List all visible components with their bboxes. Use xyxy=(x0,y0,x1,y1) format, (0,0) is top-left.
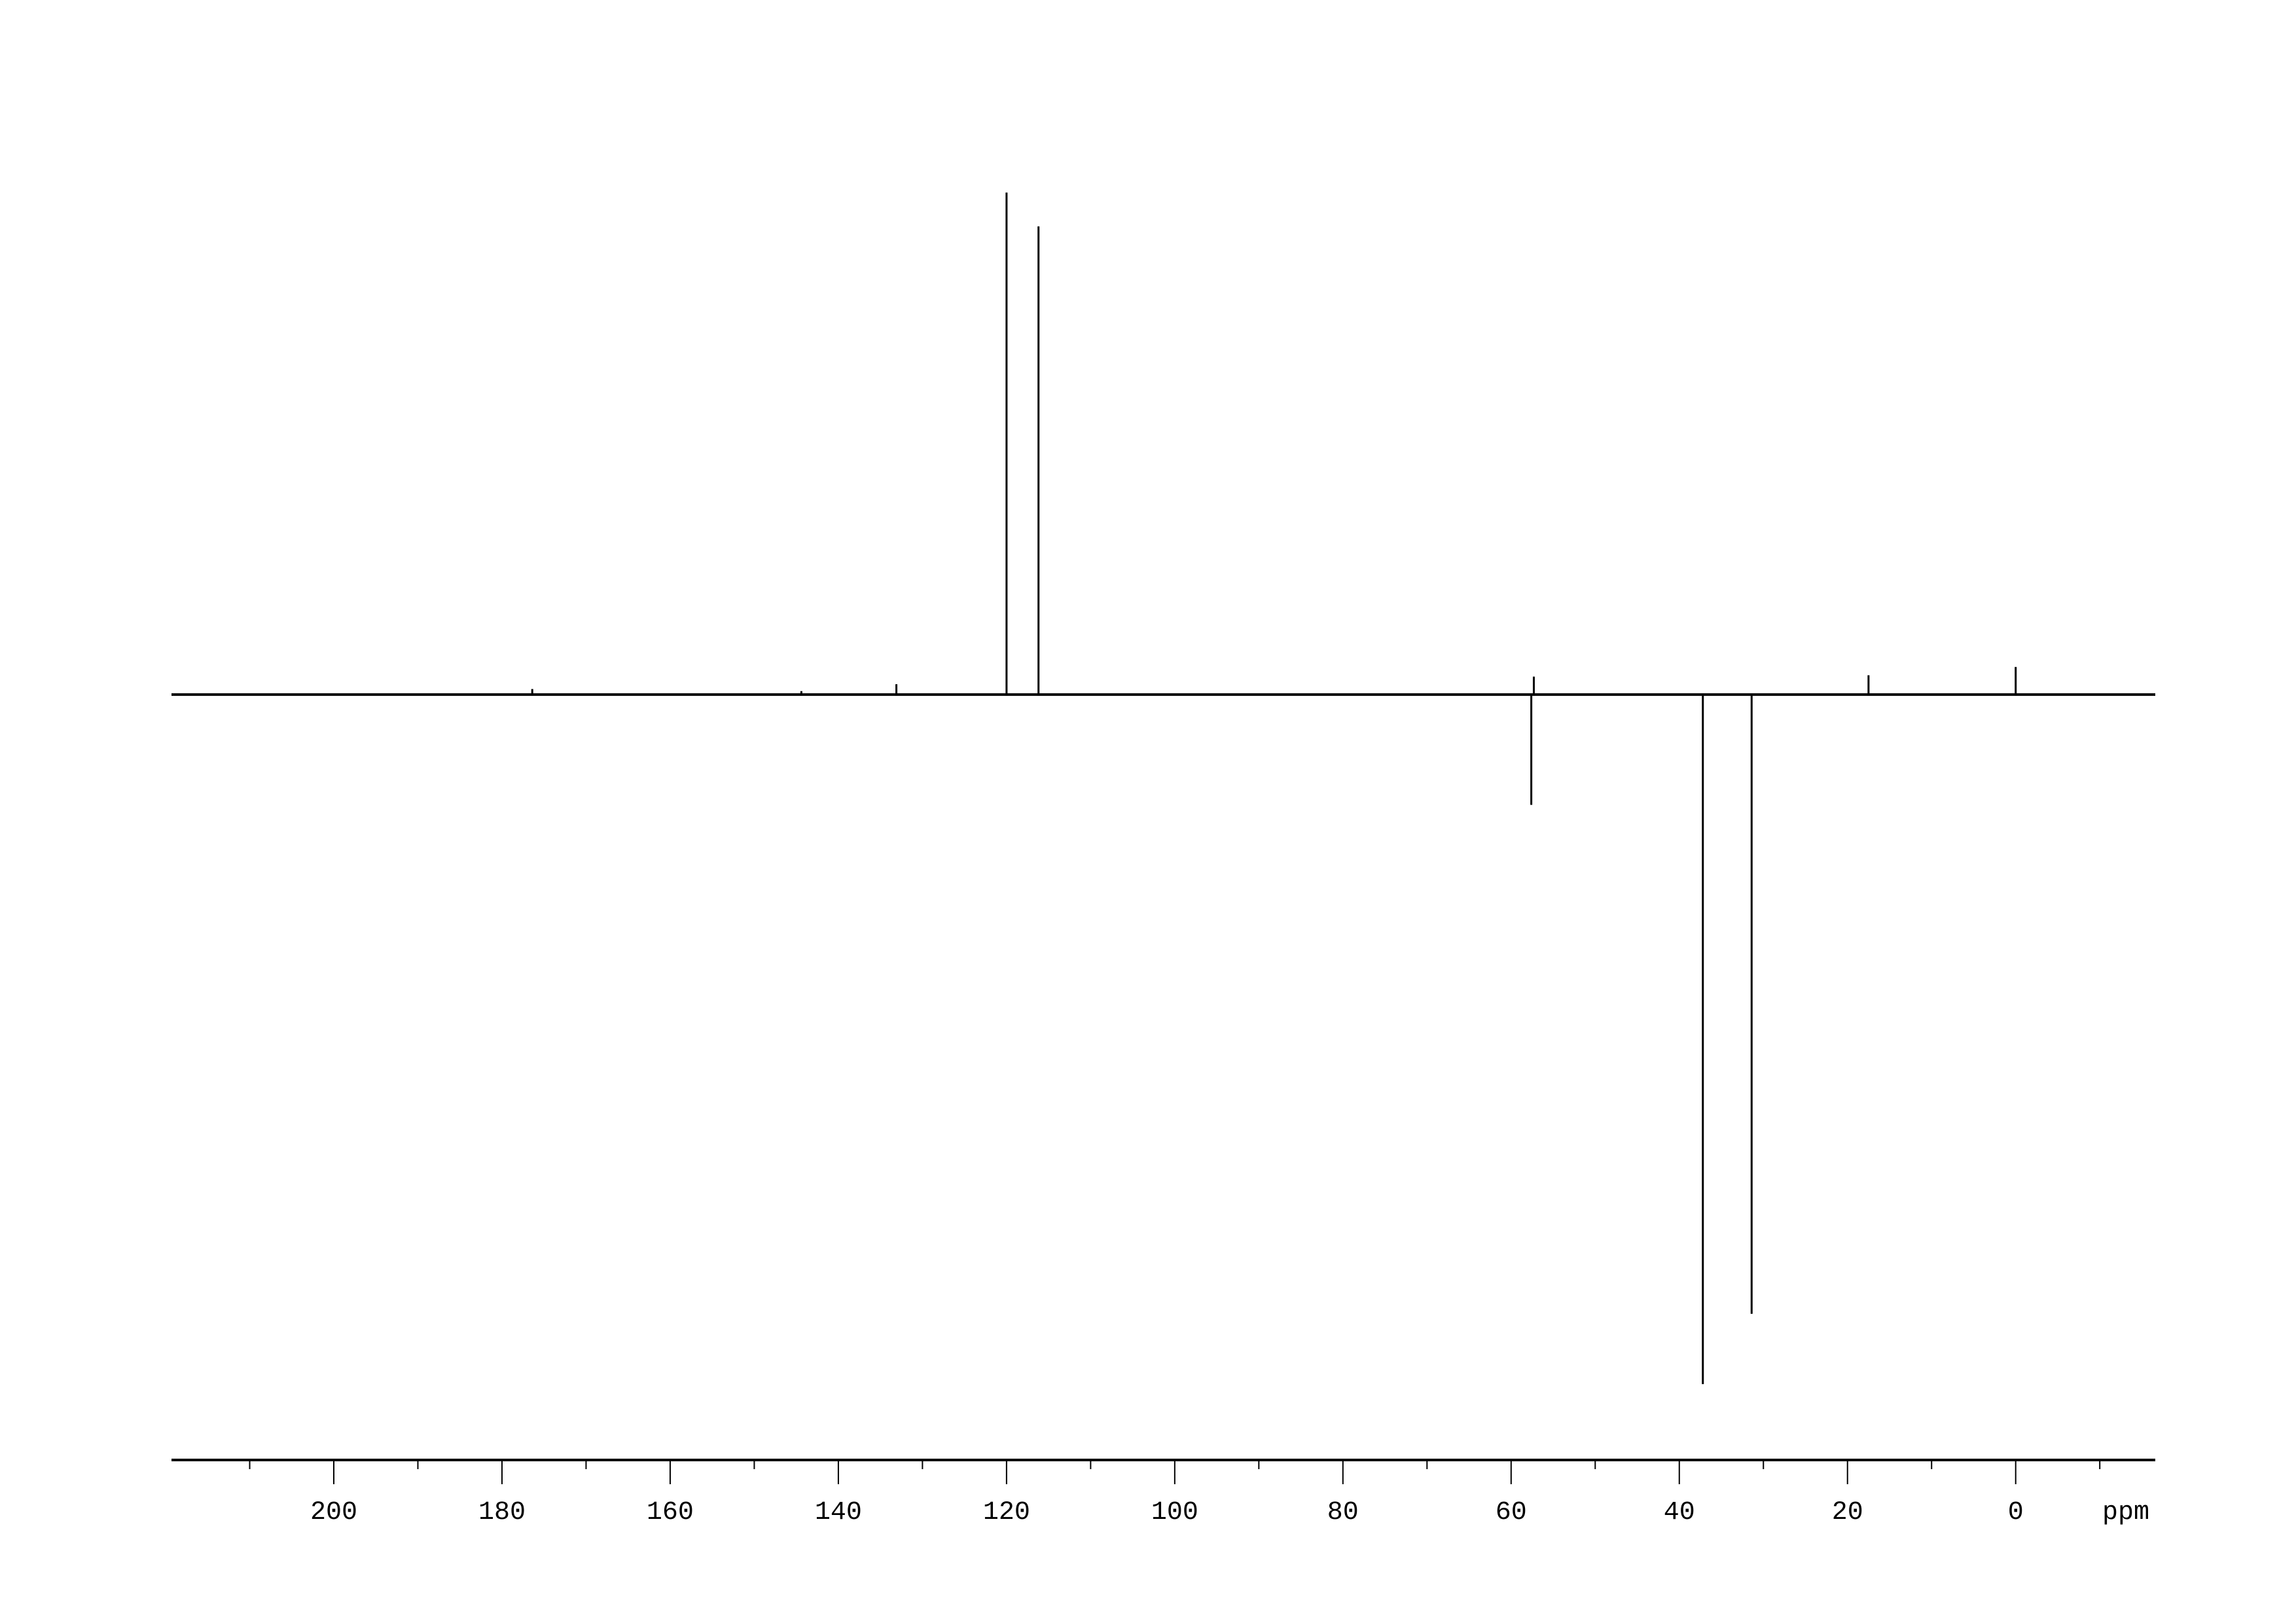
tick-label: 20 xyxy=(1832,1498,1863,1527)
spectrum-peaks xyxy=(531,192,2017,1385)
tick-label: 40 xyxy=(1664,1498,1695,1527)
tick-label: 60 xyxy=(1496,1498,1527,1527)
tick-label: 180 xyxy=(478,1498,526,1527)
tick-label: 160 xyxy=(647,1498,694,1527)
x-axis-ticks: 200 180 160 140 120 100 80 60 40 20 0 xyxy=(249,1460,2101,1527)
tick-label: 120 xyxy=(983,1498,1030,1527)
tick-label: 100 xyxy=(1151,1498,1198,1527)
tick-label: 200 xyxy=(310,1498,357,1527)
tick-label: 80 xyxy=(1327,1498,1359,1527)
tick-label: 0 xyxy=(2008,1498,2024,1527)
x-axis-label: ppm xyxy=(2102,1498,2149,1527)
tick-label: 140 xyxy=(815,1498,862,1527)
